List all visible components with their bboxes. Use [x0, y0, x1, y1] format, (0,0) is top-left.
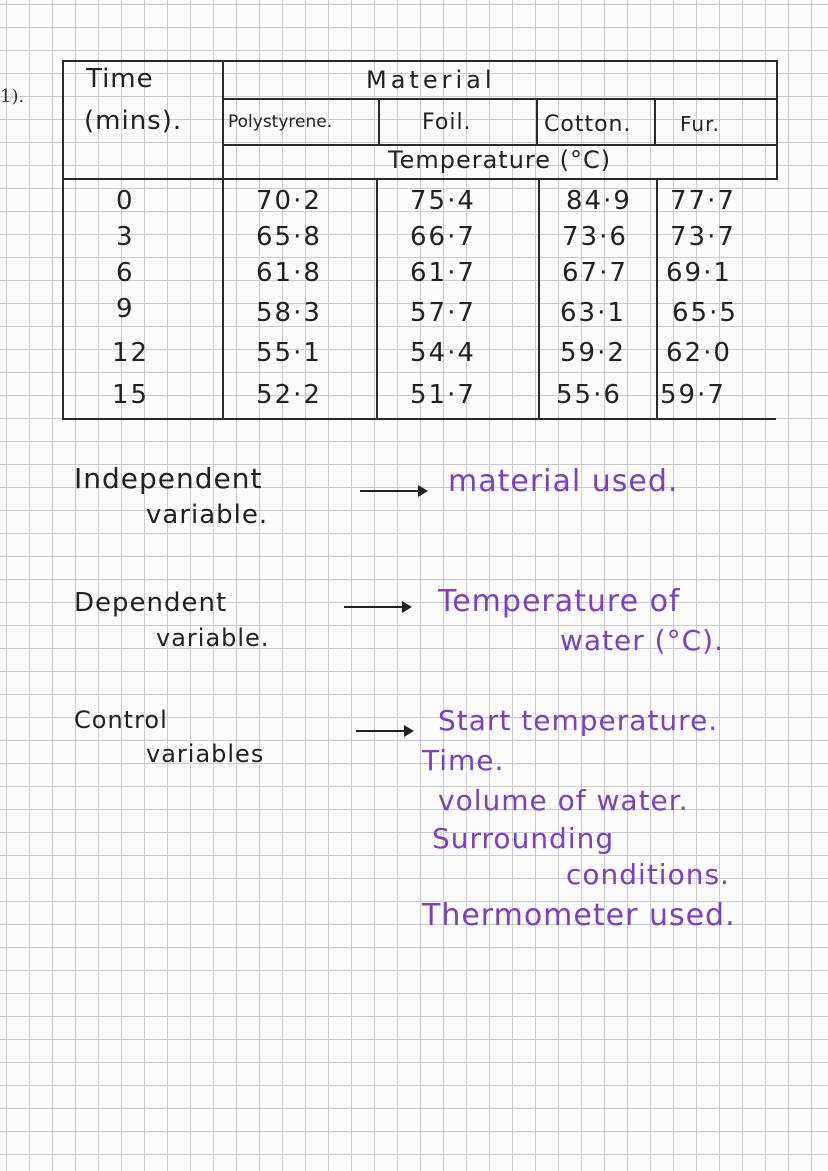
- arrow-icon: [356, 725, 414, 737]
- polystyrene-value: 70·2: [256, 186, 322, 216]
- question-number: 1).: [0, 86, 25, 107]
- table-materials-underline: [222, 144, 776, 146]
- fur-value: 62·0: [666, 338, 732, 368]
- dependent-label-2: variable.: [156, 624, 270, 652]
- foil-value: 66·7: [410, 222, 476, 252]
- material-polystyrene: Polystyrene.: [228, 112, 333, 132]
- arrow-icon: [344, 601, 412, 613]
- dependent-value-2: water (°C).: [560, 624, 724, 657]
- cotton-value: 84·9: [566, 186, 632, 216]
- material-fur: Fur.: [680, 112, 720, 136]
- table-col-divider-2: [378, 100, 380, 146]
- independent-value: material used.: [448, 464, 679, 499]
- foil-value: 57·7: [410, 298, 476, 328]
- time-cell: 6: [116, 258, 135, 288]
- polystyrene-value: 65·8: [256, 222, 322, 252]
- time-cell: 3: [116, 222, 135, 252]
- fur-value: 65·5: [672, 298, 738, 328]
- cotton-value: 55·6: [556, 380, 622, 410]
- control-value: volume of water.: [438, 784, 689, 817]
- control-value: Thermometer used.: [422, 898, 736, 933]
- time-cell: 9: [116, 294, 135, 324]
- table-material-divider: [222, 98, 776, 100]
- foil-value: 61·7: [410, 258, 476, 288]
- cotton-value: 73·6: [562, 222, 628, 252]
- table-border-bottom: [62, 418, 776, 420]
- table-header-divider: [62, 178, 776, 180]
- table-time-col-divider: [222, 60, 224, 420]
- material-cotton: Cotton.: [544, 112, 632, 137]
- table-border-right: [776, 60, 778, 180]
- control-label: Control: [74, 706, 168, 734]
- polystyrene-value: 55·1: [256, 338, 322, 368]
- independent-label: Independent: [74, 462, 263, 495]
- polystyrene-value: 52·2: [256, 380, 322, 410]
- independent-label-2: variable.: [146, 500, 269, 530]
- time-cell: 15: [112, 380, 150, 410]
- header-temperature: Temperature (°C): [388, 146, 612, 174]
- fur-value: 69·1: [666, 258, 732, 288]
- foil-value: 51·7: [410, 380, 476, 410]
- table-border-left: [62, 60, 64, 420]
- arrow-icon: [360, 485, 428, 497]
- table-col-divider-2b: [376, 180, 378, 420]
- control-value: Time.: [422, 744, 505, 777]
- table-border-top: [62, 60, 778, 62]
- cotton-value: 67·7: [562, 258, 628, 288]
- fur-value: 77·7: [670, 186, 736, 216]
- material-foil: Foil.: [422, 110, 472, 135]
- fur-value: 73·7: [670, 222, 736, 252]
- cotton-value: 59·2: [560, 338, 626, 368]
- time-cell: 12: [112, 338, 150, 368]
- dependent-label: Dependent: [74, 588, 228, 618]
- foil-value: 54·4: [410, 338, 476, 368]
- table-col-divider-3: [536, 100, 538, 146]
- foil-value: 75·4: [410, 186, 476, 216]
- table-col-divider-4: [654, 100, 656, 146]
- fur-value: 59·7: [660, 380, 726, 410]
- control-value: conditions.: [566, 858, 730, 891]
- header-time-unit: (mins).: [84, 106, 183, 136]
- control-value: Surrounding: [432, 822, 615, 855]
- header-material: Material: [366, 66, 496, 94]
- control-label-2: variables: [146, 740, 265, 768]
- table-col-divider-3b: [538, 180, 540, 420]
- cotton-value: 63·1: [560, 298, 626, 328]
- header-time: Time: [86, 64, 154, 94]
- dependent-value: Temperature of: [438, 584, 681, 619]
- polystyrene-value: 58·3: [256, 298, 322, 328]
- table-col-divider-4b: [656, 180, 658, 420]
- time-cell: 0: [116, 186, 135, 216]
- polystyrene-value: 61·8: [256, 258, 322, 288]
- control-value: Start temperature.: [438, 704, 719, 737]
